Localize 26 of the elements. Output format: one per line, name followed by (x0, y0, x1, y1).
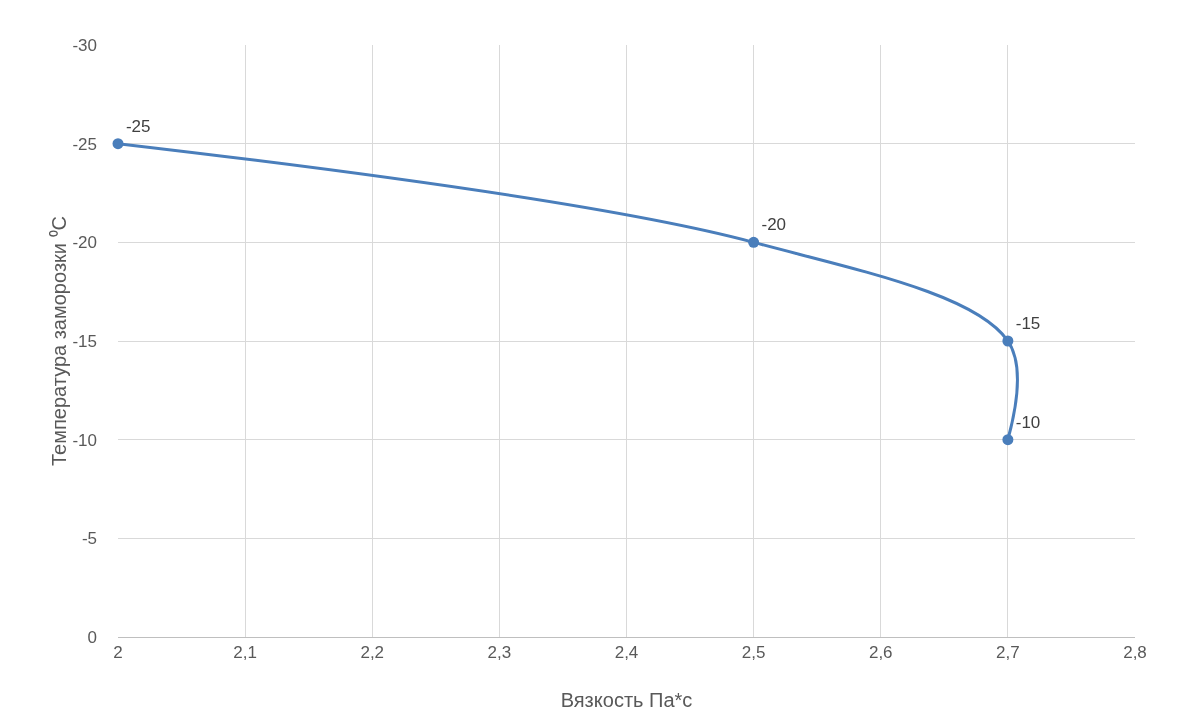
x-tick-label: 2,7 (996, 643, 1020, 663)
y-tick-label: -20 (72, 233, 97, 253)
x-tick-label: 2,3 (487, 643, 512, 663)
x-tick-label: 2,8 (1123, 643, 1147, 663)
point (1002, 434, 1014, 446)
x-tick-label: 2,4 (614, 643, 639, 663)
data-label: -20 (761, 215, 787, 235)
point (1002, 335, 1014, 347)
x-tick-label: 2 (113, 643, 123, 663)
x-tick-label: 2,2 (360, 643, 385, 663)
x-tick-label: 2,1 (233, 643, 257, 663)
y-tick-label: -25 (72, 134, 97, 154)
x-tick-label: 2,6 (868, 643, 893, 663)
x-tick-label: 2,5 (741, 643, 766, 663)
y-axis-title: Температура заморозки ⁰C (48, 216, 71, 466)
y-tick-label: -5 (81, 529, 97, 549)
y-tick-label: -30 (72, 35, 97, 55)
y-tick-label: 0 (87, 627, 97, 647)
y-tick-label: -15 (72, 331, 97, 351)
data-label: -15 (1015, 313, 1041, 333)
x-axis-title: Вязкость Па*с (560, 689, 693, 711)
y-tick-label: -10 (72, 430, 97, 450)
point (748, 236, 760, 248)
point (112, 138, 124, 150)
data-label: -10 (1015, 412, 1041, 432)
data-label: -25 (125, 116, 151, 136)
